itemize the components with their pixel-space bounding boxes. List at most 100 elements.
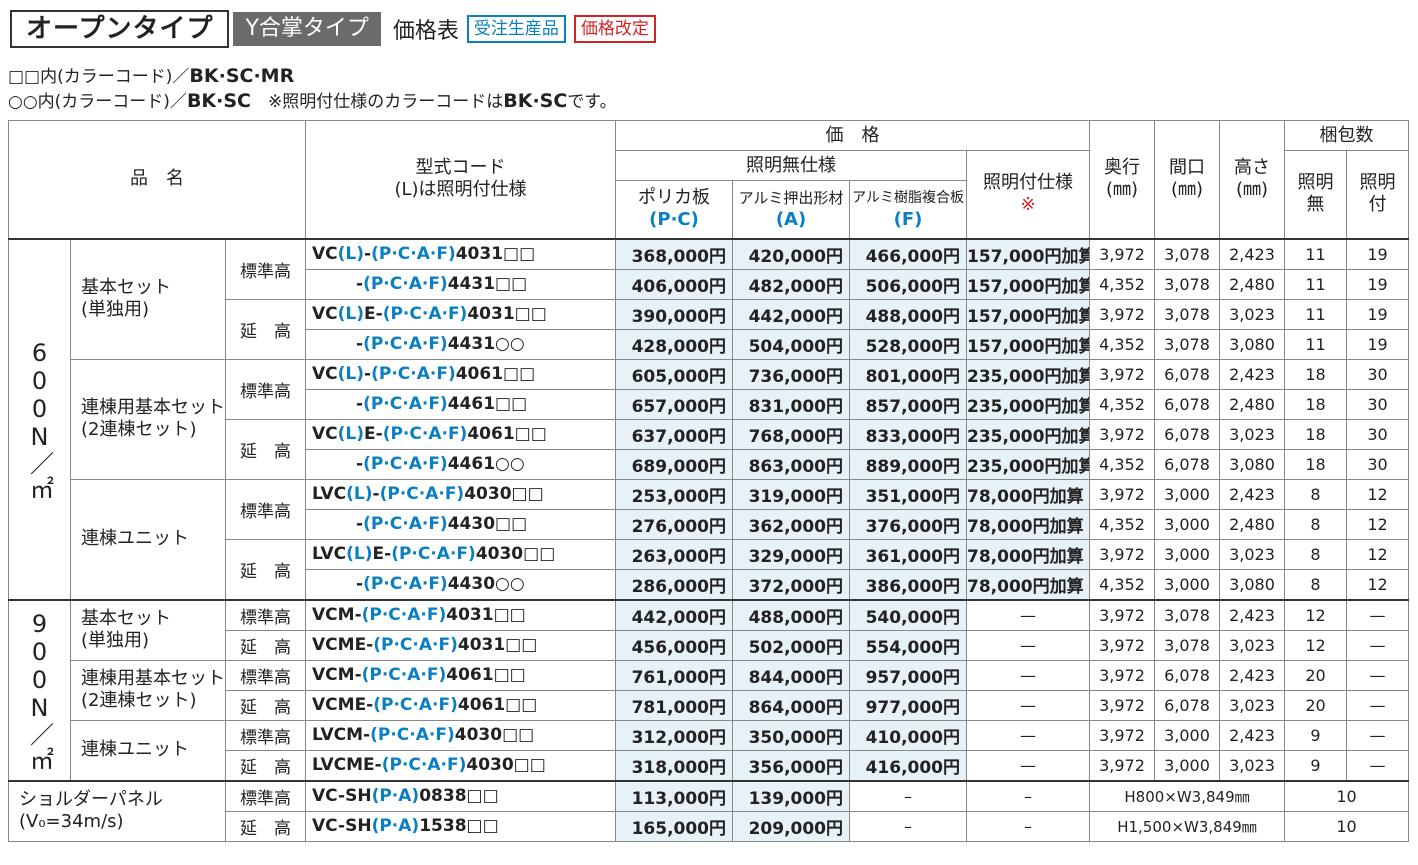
price-light-addon: 235,000円加算 bbox=[966, 448, 1091, 480]
pack-light: 30 bbox=[1346, 388, 1410, 420]
price-light-addon: 157,000円加算 bbox=[966, 298, 1091, 330]
price-alu-comp: – bbox=[849, 810, 968, 842]
height-value: 3,080 bbox=[1219, 568, 1286, 600]
pack-no-light: 12 bbox=[1284, 598, 1348, 631]
pack-light: — bbox=[1346, 719, 1410, 751]
code-segment: (P·C·A·F) bbox=[363, 574, 448, 594]
th-model-code-label: 型式コード bbox=[415, 157, 506, 179]
code-segment: (P·C·A·F) bbox=[363, 514, 448, 534]
code-segment: (P·C·A·F) bbox=[361, 605, 447, 625]
price-poly: 689,000円 bbox=[615, 448, 734, 480]
depth-value: 3,972 bbox=[1089, 659, 1156, 691]
table-row: 連棟用基本セット (2連棟セット) 標準高 VC(L)-(P·C·A·F)4061□… bbox=[9, 358, 1410, 480]
th-alu-ext-label: アルミ押出形材 bbox=[738, 189, 844, 208]
model-code: VCM-(P·C·A·F)4031□□ bbox=[305, 598, 617, 631]
price-light-addon: 235,000円加算 bbox=[966, 358, 1091, 390]
pack-light: 19 bbox=[1346, 328, 1410, 360]
code-segment: (P·C·A·F) bbox=[363, 334, 448, 354]
code-segment: 4031□□ bbox=[457, 635, 538, 655]
code-segment: 4030□□ bbox=[464, 484, 544, 504]
code-segment: LVC bbox=[312, 544, 347, 564]
color-code-notes: □□内(カラーコード)／BK·SC·MR ○○内(カラーコード)／BK·SC ※… bbox=[8, 64, 617, 114]
height-type: 延 高 bbox=[224, 538, 307, 600]
pack-no-light: 11 bbox=[1284, 237, 1348, 270]
table-row: -(P·C·A·F)4431○○ 428,000円 504,000円 528,000円… bbox=[9, 328, 1410, 360]
code-segment: - bbox=[364, 244, 372, 264]
code-segment: 4031□□ bbox=[446, 605, 526, 625]
price-alu-comp: 801,000円 bbox=[849, 358, 968, 390]
pack-light: 12 bbox=[1346, 568, 1410, 600]
height-type: 延 高 bbox=[224, 418, 307, 480]
depth-value: 3,972 bbox=[1089, 689, 1156, 721]
code-segment: 0838□□ bbox=[419, 786, 499, 806]
code-segment: VCME- bbox=[312, 695, 374, 715]
pack-light: 12 bbox=[1346, 508, 1410, 540]
depth-value: 4,352 bbox=[1089, 328, 1156, 360]
width-value: 3,000 bbox=[1154, 719, 1221, 751]
pack-count: 10 bbox=[1284, 779, 1410, 812]
depth-value: 4,352 bbox=[1089, 508, 1156, 540]
model-code: VCME-(P·C·A·F)4031□□ bbox=[305, 629, 617, 661]
code-segment: 4031□□ bbox=[467, 304, 547, 324]
note2-codes: BK·SC bbox=[186, 90, 251, 112]
price-light-addon: — bbox=[966, 689, 1091, 721]
pack-light: 19 bbox=[1346, 237, 1410, 270]
price-light-addon: — bbox=[966, 719, 1091, 751]
title-y-gassho-type: Y合掌タイプ bbox=[233, 12, 381, 46]
pack-light: 19 bbox=[1346, 268, 1410, 300]
load-group-text: 900N／㎡ bbox=[25, 610, 54, 770]
price-light-addon: — bbox=[966, 629, 1091, 661]
code-segment: VC bbox=[312, 424, 338, 444]
price-alu-ext: 504,000円 bbox=[732, 328, 851, 360]
price-light-addon: 78,000円加算 bbox=[966, 568, 1091, 600]
shoulder-panel-group: ショルダーパネル (V₀=34m/s) bbox=[8, 779, 226, 842]
code-segment: - bbox=[356, 274, 364, 294]
height-type: 標準高 bbox=[224, 598, 307, 631]
code-segment: 4431□□ bbox=[447, 274, 528, 294]
code-segment: (P·C·A·F) bbox=[373, 635, 458, 655]
height-value: 3,023 bbox=[1219, 418, 1286, 450]
pack-light: — bbox=[1346, 749, 1410, 781]
pack-light: — bbox=[1346, 659, 1410, 691]
width-value: 3,000 bbox=[1154, 508, 1221, 540]
code-segment: (P·C·A·F) bbox=[363, 274, 448, 294]
height-value: 3,023 bbox=[1219, 538, 1286, 570]
title-open-type: オープンタイプ bbox=[10, 10, 230, 48]
code-segment: (L) bbox=[346, 544, 373, 564]
price-alu-comp: 466,000円 bbox=[849, 237, 968, 270]
pack-light: 12 bbox=[1346, 538, 1410, 570]
table-row: 延 高 LVCME-(P·C·A·F)4030□□ 318,000円 356,000円… bbox=[9, 749, 1410, 781]
height-value: 2,423 bbox=[1219, 659, 1286, 691]
th-width: 間口 (㎜) bbox=[1154, 120, 1221, 239]
price-light-addon: — bbox=[966, 749, 1091, 781]
pack-count: 10 bbox=[1284, 810, 1410, 842]
price-alu-comp: 977,000円 bbox=[849, 689, 968, 721]
code-segment: VCM- bbox=[312, 665, 362, 685]
table-row: -(P·C·A·F)4461○○ 689,000円 863,000円 889,000円… bbox=[9, 448, 1410, 480]
code-segment: 4430□□ bbox=[447, 514, 528, 534]
price-poly: 276,000円 bbox=[615, 508, 734, 540]
code-segment: E- bbox=[364, 304, 383, 324]
code-segment: (L) bbox=[337, 364, 365, 384]
pack-light: — bbox=[1346, 598, 1410, 631]
depth-value: 3,972 bbox=[1089, 237, 1156, 270]
pack-no-light: 8 bbox=[1284, 508, 1348, 540]
product-group: 連棟ユニット bbox=[70, 719, 226, 781]
badge-price-revised: 価格改定 bbox=[573, 15, 656, 43]
price-alu-comp: 410,000円 bbox=[849, 719, 968, 751]
height-value: 2,423 bbox=[1219, 719, 1286, 751]
height-type: 標準高 bbox=[224, 719, 307, 751]
height-value: 2,423 bbox=[1219, 478, 1286, 510]
code-segment: (P·C·A·F) bbox=[361, 665, 447, 685]
price-alu-comp: 554,000円 bbox=[849, 629, 968, 661]
code-segment: (P·C·A·F) bbox=[371, 364, 456, 384]
badge-made-to-order: 受注生産品 bbox=[466, 15, 566, 43]
pack-light: 12 bbox=[1346, 478, 1410, 510]
height-value: 3,023 bbox=[1219, 629, 1286, 661]
price-poly: 442,000円 bbox=[615, 598, 734, 631]
price-poly: 312,000円 bbox=[615, 719, 734, 751]
height-type: 延 高 bbox=[224, 810, 307, 842]
th-light-spec: 照明付仕様 ※ bbox=[966, 150, 1091, 239]
code-segment: E- bbox=[372, 544, 392, 564]
height-value: 2,423 bbox=[1219, 598, 1286, 631]
